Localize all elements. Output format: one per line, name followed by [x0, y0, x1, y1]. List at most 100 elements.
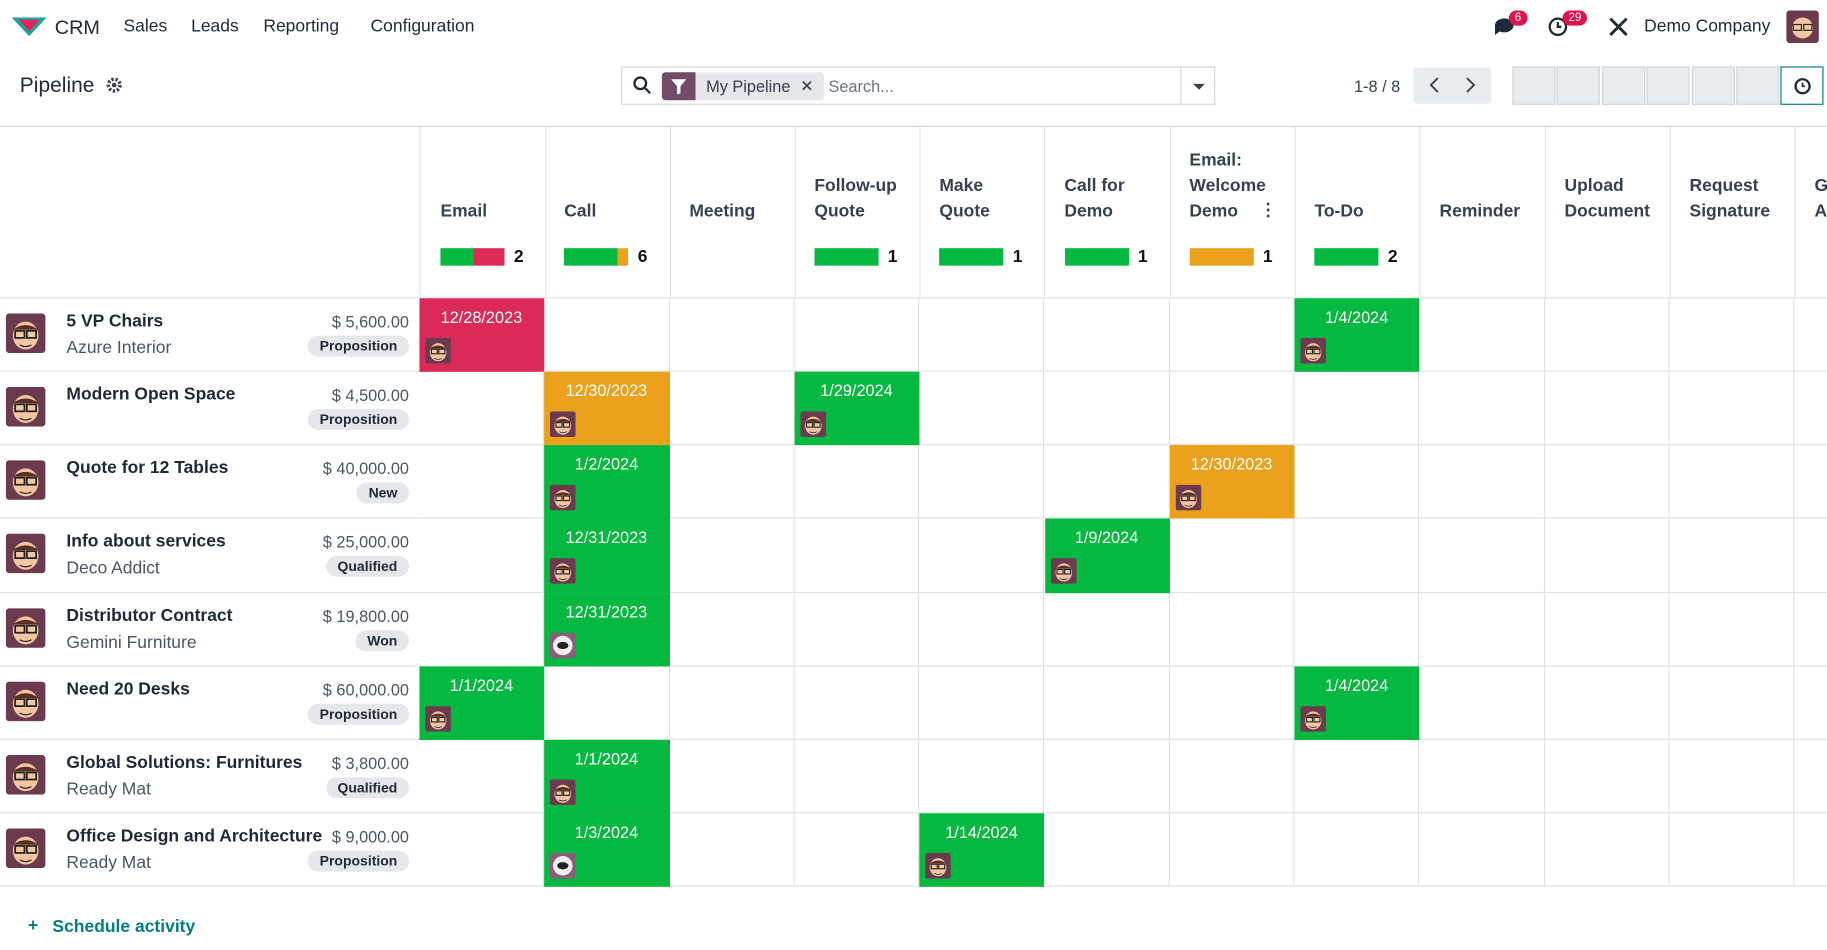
activity-cell[interactable]: [919, 445, 1045, 520]
activity-cell[interactable]: [1669, 813, 1795, 887]
facet-remove[interactable]: [802, 80, 812, 91]
activity-cell[interactable]: [1544, 371, 1670, 446]
activity-cell[interactable]: [669, 519, 795, 593]
activity-cell[interactable]: [919, 739, 1045, 814]
activity-cell[interactable]: 1/2/2024: [544, 445, 670, 520]
activity-cell[interactable]: [1544, 445, 1670, 520]
activity-cell[interactable]: [794, 592, 920, 667]
activity-cell[interactable]: [1419, 298, 1545, 372]
activity-cell[interactable]: [1169, 739, 1295, 814]
activity-cell[interactable]: [794, 666, 920, 740]
activity-cell[interactable]: [1544, 298, 1670, 372]
activity-cell[interactable]: 12/30/2023: [1169, 445, 1295, 520]
menu-item[interactable]: Leads: [191, 16, 239, 37]
activity-cell[interactable]: [1294, 371, 1420, 446]
activity-cell[interactable]: [1294, 592, 1420, 667]
record[interactable]: 5 VP Chairs $ 5,600.00 Azure Interior Propo…: [0, 298, 420, 372]
activity-cell[interactable]: [1419, 592, 1545, 667]
activity-cell[interactable]: [1419, 371, 1545, 446]
activity-cell[interactable]: 1/29/2024: [794, 371, 920, 446]
activity-cell[interactable]: [1044, 371, 1170, 446]
activity-cell[interactable]: [419, 371, 545, 446]
view-map[interactable]: [1736, 66, 1780, 105]
activity-cell[interactable]: [1044, 445, 1170, 520]
menu-item[interactable]: Reporting: [263, 16, 340, 37]
search-icon[interactable]: [633, 76, 652, 95]
view-kanban[interactable]: [1512, 66, 1556, 105]
activity-cell[interactable]: [669, 666, 795, 740]
app-logo[interactable]: [11, 15, 47, 38]
activity-cell[interactable]: [1544, 813, 1670, 887]
settings-icon[interactable]: [106, 77, 122, 93]
activity-cell[interactable]: [1669, 519, 1795, 593]
activity-cell[interactable]: [1294, 813, 1420, 887]
activity-cell[interactable]: [1669, 445, 1795, 520]
activity-cell[interactable]: [919, 298, 1045, 372]
activity-cell[interactable]: [669, 298, 795, 372]
view-calendar[interactable]: [1602, 66, 1646, 105]
schedule-plus[interactable]: +: [27, 915, 39, 936]
company-name[interactable]: Demo Company: [1644, 16, 1771, 37]
activity-cell[interactable]: [1794, 519, 1827, 593]
activity-cell[interactable]: 1/3/2024: [544, 813, 670, 887]
activity-cell[interactable]: [669, 445, 795, 520]
activity-cell[interactable]: [1169, 666, 1295, 740]
activity-cell[interactable]: [1044, 298, 1170, 372]
record[interactable]: Modern Open Space $ 4,500.00 Proposition: [0, 372, 420, 446]
user-avatar[interactable]: [1786, 10, 1819, 44]
activity-cell[interactable]: [1794, 593, 1827, 667]
activity-cell[interactable]: [1419, 666, 1545, 740]
activity-cell[interactable]: [1419, 519, 1545, 593]
pager-buttons[interactable]: [1413, 67, 1492, 104]
messages-icon[interactable]: [1493, 16, 1516, 37]
activity-cell[interactable]: [1544, 592, 1670, 667]
activity-cell[interactable]: [544, 298, 670, 372]
activity-cell[interactable]: [1169, 298, 1295, 372]
activity-cell[interactable]: [794, 298, 920, 372]
activity-cell[interactable]: [919, 519, 1045, 593]
menu-item[interactable]: Configuration: [370, 16, 475, 37]
activity-cell[interactable]: [1419, 739, 1545, 814]
activity-cell[interactable]: 1/4/2024: [1294, 298, 1420, 372]
search-options[interactable]: [1180, 66, 1217, 105]
activity-cell[interactable]: [1169, 371, 1295, 446]
app-name[interactable]: CRM: [54, 16, 100, 39]
activity-cell[interactable]: [1419, 445, 1545, 520]
activity-cell[interactable]: [1294, 445, 1420, 520]
activity-cell[interactable]: 12/28/2023: [419, 298, 545, 372]
activity-cell[interactable]: 1/4/2024: [1294, 666, 1420, 740]
debug-icon[interactable]: [1608, 16, 1629, 37]
record[interactable]: Office Design and Architecture $ 9,000.00…: [0, 813, 420, 887]
record[interactable]: Info about services $ 25,000.00 Deco Addic…: [0, 519, 420, 593]
activity-cell[interactable]: [1669, 666, 1795, 740]
activity-cell[interactable]: [1794, 813, 1827, 887]
activity-cell[interactable]: [1294, 519, 1420, 593]
activity-cell[interactable]: [794, 445, 920, 520]
activity-cell[interactable]: 1/9/2024: [1044, 519, 1170, 593]
activity-cell[interactable]: 12/30/2023: [544, 371, 670, 446]
record[interactable]: Quote for 12 Tables $ 40,000.00 New: [0, 445, 420, 520]
search-box[interactable]: [621, 66, 1216, 105]
activity-cell[interactable]: 1/14/2024: [919, 813, 1045, 887]
activity-cell[interactable]: [919, 592, 1045, 667]
record[interactable]: Need 20 Desks $ 60,000.00 Proposition: [0, 666, 420, 740]
activity-cell[interactable]: [1169, 813, 1295, 887]
activities-icon[interactable]: [1547, 16, 1570, 37]
menu-item[interactable]: Sales: [123, 16, 168, 37]
activity-cell[interactable]: 12/31/2023: [544, 592, 670, 667]
activity-cell[interactable]: [1794, 372, 1827, 446]
activity-cell[interactable]: [1419, 813, 1545, 887]
activity-cell[interactable]: [1669, 739, 1795, 814]
activity-cell[interactable]: [1294, 739, 1420, 814]
activity-cell[interactable]: [1794, 445, 1827, 520]
activity-cell[interactable]: [669, 813, 795, 887]
activity-cell[interactable]: [1544, 666, 1670, 740]
record[interactable]: Global Solutions: Furnitures $ 3,800.00 Re…: [0, 740, 420, 814]
activity-cell[interactable]: 1/1/2024: [544, 739, 670, 814]
view-list[interactable]: [1556, 66, 1600, 105]
activity-cell[interactable]: [1669, 298, 1795, 372]
activity-cell[interactable]: [919, 666, 1045, 740]
activity-cell[interactable]: [419, 519, 545, 593]
activity-cell[interactable]: [669, 592, 795, 667]
activity-cell[interactable]: [1794, 740, 1827, 814]
